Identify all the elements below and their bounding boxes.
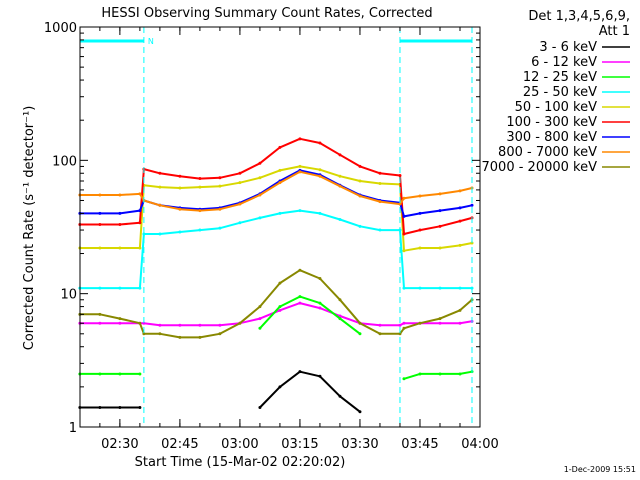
y-tick-label: 10 [60, 288, 77, 303]
x-axis-label: Start Time (15-Mar-02 02:20:02) [135, 455, 346, 470]
y-tick-label: 1 [69, 421, 77, 436]
legend-label: 100 - 300 keV [506, 115, 597, 130]
series-line-2 [259, 295, 361, 335]
legend-header-line1: Det 1,3,4,5,6,9, [528, 9, 630, 24]
x-tick-label: 03:00 [221, 437, 258, 452]
legend-label: 300 - 800 keV [506, 130, 597, 145]
flag-label: N [148, 37, 154, 46]
x-tick-label: 03:30 [341, 437, 378, 452]
legend-label: 6 - 12 keV [531, 55, 597, 70]
legend-label: 3 - 6 keV [539, 40, 597, 55]
legend-label: 800 - 7000 keV [498, 145, 597, 160]
legend-label: 25 - 50 keV [523, 85, 597, 100]
markers-layer: N [80, 27, 473, 427]
x-tick-label: 02:45 [161, 437, 198, 452]
x-tick-label: 03:45 [401, 437, 438, 452]
plot-area: N 02:30 02:45 03:00 03:15 03:30 03:45 04:00 1 10… [44, 21, 499, 452]
legend-header-line2: Att 1 [599, 24, 630, 39]
series-line-1 [79, 302, 473, 327]
legend-label: 12 - 25 keV [523, 70, 597, 85]
y-axis-label: Corrected Count Rate (s⁻¹ detector⁻¹) [22, 106, 37, 351]
series-line-8 [79, 269, 473, 339]
x-tick-label: 03:15 [281, 437, 318, 452]
y-tick-label: 100 [52, 154, 77, 169]
legend-label: 50 - 100 keV [515, 100, 598, 115]
series-line-0 [259, 370, 361, 413]
series-line-6 [79, 169, 473, 218]
series-line-3 [79, 209, 472, 290]
chart-title: HESSI Observing Summary Count Rates, Cor… [101, 6, 432, 21]
x-tick-label: 04:00 [461, 437, 498, 452]
timestamp: 1-Dec-2009 15:51 [564, 465, 636, 474]
series-line-2 [403, 370, 473, 380]
series-line-7 [79, 170, 473, 212]
legend-label: 7000 - 20000 keV [482, 160, 598, 175]
y-tick-label: 1000 [44, 21, 77, 36]
axes-layer: 02:30 02:45 03:00 03:15 03:30 03:45 04:00 1 10 10… [44, 21, 499, 452]
x-tick-label: 02:30 [101, 437, 138, 452]
series-line-5 [79, 137, 473, 235]
